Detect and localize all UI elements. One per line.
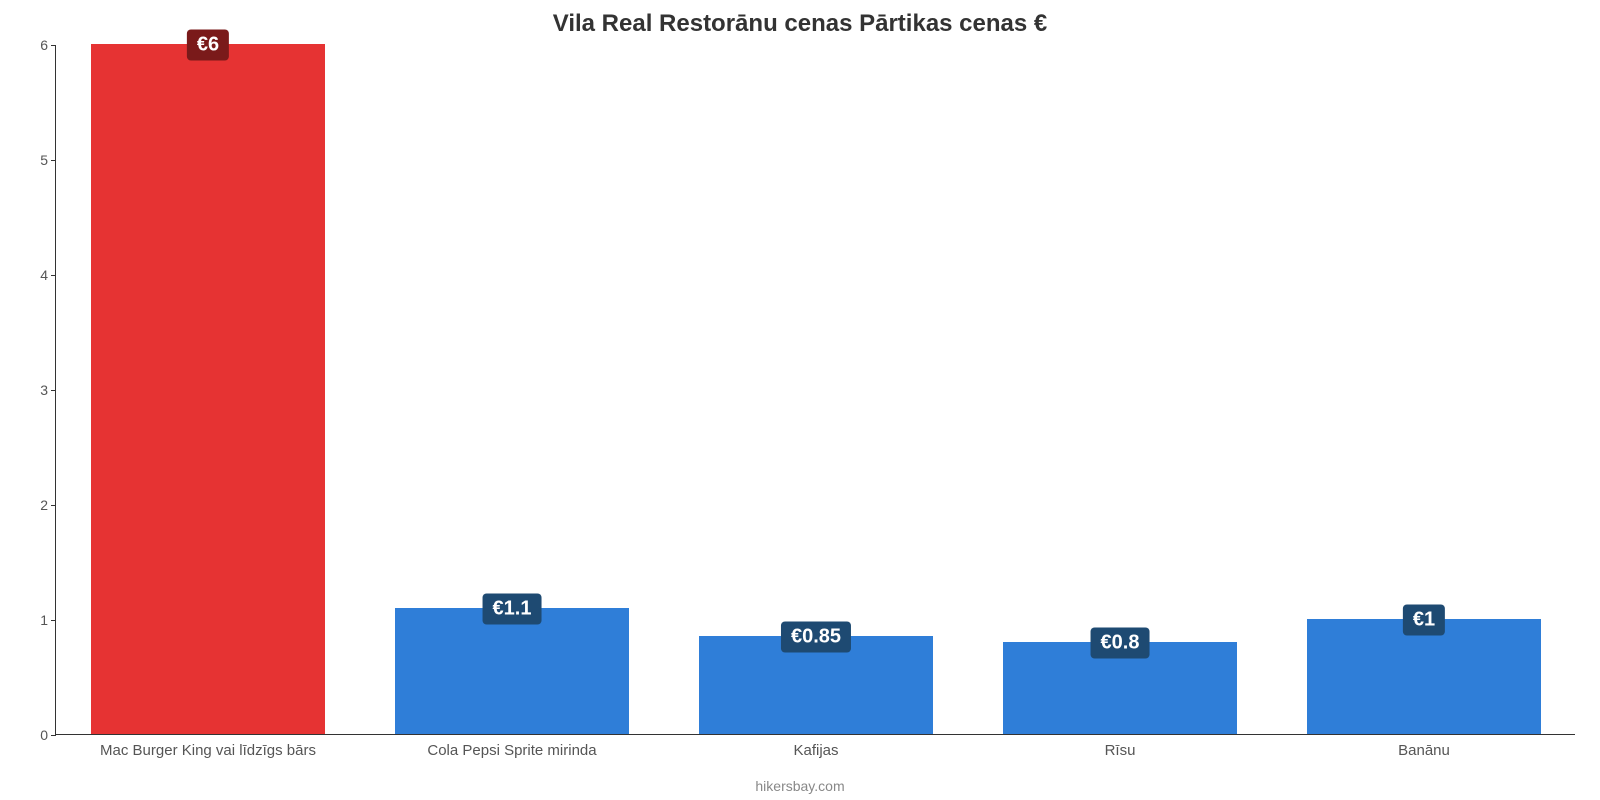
x-tick-label: Kafijas xyxy=(793,742,838,759)
bar xyxy=(91,44,325,734)
value-badge: €1.1 xyxy=(483,593,542,624)
y-tick-mark xyxy=(51,620,56,621)
y-tick-mark xyxy=(51,390,56,391)
value-badge: €6 xyxy=(187,30,229,61)
y-tick-mark xyxy=(51,505,56,506)
bar-slot: €1Banānu xyxy=(1272,45,1576,734)
value-badge: €0.85 xyxy=(781,622,851,653)
x-tick-label: Rīsu xyxy=(1105,742,1136,759)
chart-footer: hikersbay.com xyxy=(0,778,1600,794)
value-badge: €1 xyxy=(1403,605,1445,636)
price-chart: Vila Real Restorānu cenas Pārtikas cenas… xyxy=(0,0,1600,800)
plot-area: €6Mac Burger King vai līdzīgs bārs€1.1Co… xyxy=(55,45,1575,735)
bar-slot: €1.1Cola Pepsi Sprite mirinda xyxy=(360,45,664,734)
value-badge: €0.8 xyxy=(1091,628,1150,659)
x-tick-label: Mac Burger King vai līdzīgs bārs xyxy=(100,742,316,759)
bar xyxy=(395,608,629,735)
bars-container: €6Mac Burger King vai līdzīgs bārs€1.1Co… xyxy=(56,45,1575,734)
bar-slot: €0.8Rīsu xyxy=(968,45,1272,734)
x-tick-label: Cola Pepsi Sprite mirinda xyxy=(427,742,596,759)
y-tick-mark xyxy=(51,735,56,736)
chart-title: Vila Real Restorānu cenas Pārtikas cenas… xyxy=(0,10,1600,38)
y-tick-mark xyxy=(51,160,56,161)
bar xyxy=(1307,619,1541,734)
bar-slot: €6Mac Burger King vai līdzīgs bārs xyxy=(56,45,360,734)
x-tick-label: Banānu xyxy=(1398,742,1450,759)
bar-slot: €0.85Kafijas xyxy=(664,45,968,734)
y-tick-mark xyxy=(51,275,56,276)
y-tick-mark xyxy=(51,45,56,46)
